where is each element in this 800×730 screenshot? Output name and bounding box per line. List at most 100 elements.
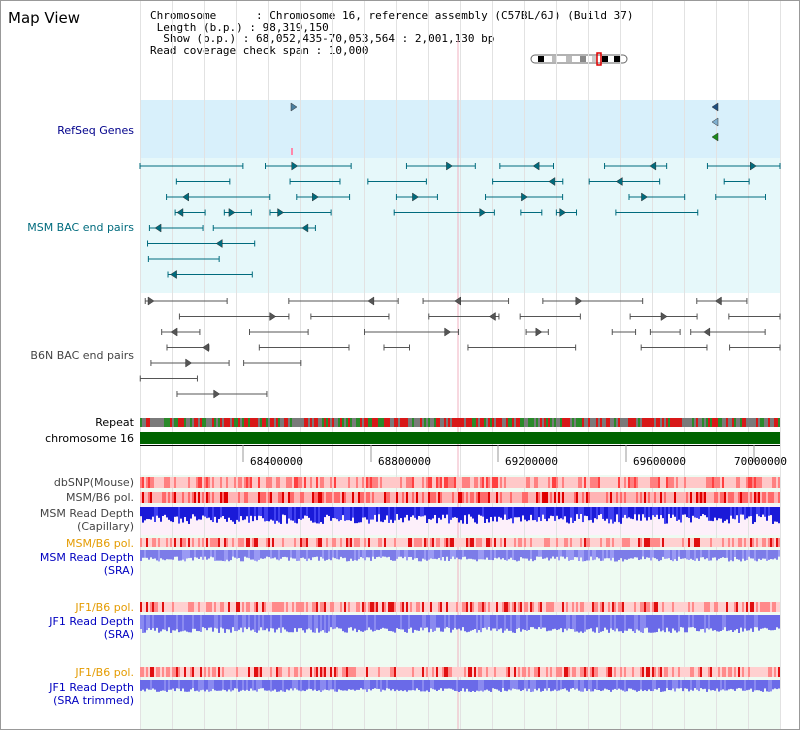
depth-bar [234, 680, 236, 689]
repeat-bar [184, 418, 186, 427]
heat-cell [580, 602, 582, 612]
depth-bar [324, 680, 326, 690]
gene-marker [711, 102, 719, 112]
heat-cell [308, 667, 310, 677]
heat-cell [320, 602, 322, 612]
track-label-msm-bac[interactable]: MSM BAC end pairs [27, 221, 134, 234]
repeat-bar [618, 418, 620, 427]
depth-bar [430, 680, 432, 689]
depth-bar [264, 550, 266, 559]
depth-bar [344, 615, 346, 633]
repeat-bar [220, 418, 222, 427]
heat-cell [372, 492, 374, 503]
repeat-bar [308, 418, 310, 427]
depth-bar [404, 680, 406, 691]
track-label-refseq[interactable]: RefSeq Genes [57, 124, 134, 137]
depth-bar [688, 507, 690, 518]
heat-cell [634, 492, 636, 503]
depth-bar [448, 680, 450, 689]
depth-bar [238, 507, 240, 522]
msm-read-depth-capillary [140, 507, 780, 524]
depth-bar [598, 615, 600, 633]
repeat-bar [692, 418, 694, 427]
depth-bar [298, 507, 300, 519]
depth-bar [338, 615, 340, 629]
heat-cell [542, 477, 544, 488]
depth-bar [714, 507, 716, 518]
heat-cell [440, 477, 442, 488]
depth-bar [416, 615, 418, 631]
depth-bar [490, 507, 492, 517]
heat-cell [322, 602, 324, 612]
repeat-bar [270, 418, 272, 427]
heat-cell [190, 538, 192, 547]
heat-cell [346, 538, 348, 547]
depth-bar [492, 550, 494, 561]
heat-cell [496, 492, 498, 503]
heat-cell [370, 602, 372, 612]
depth-bar [282, 680, 284, 692]
track-label-jf1-depth-trim-sub: (SRA trimmed) [53, 694, 134, 707]
track-label-b6n-bac[interactable]: B6N BAC end pairs [30, 349, 134, 362]
heat-cell [760, 667, 762, 677]
refseq-gene-glyphs[interactable] [290, 102, 719, 155]
heat-cell [322, 477, 324, 488]
heat-cell [620, 602, 622, 612]
heat-cell [400, 477, 402, 488]
heat-cell [682, 477, 684, 488]
heat-cell [700, 492, 702, 503]
heat-cell [324, 538, 326, 547]
heat-cell [430, 477, 432, 488]
depth-bar [164, 550, 166, 561]
msm-bac-pairs[interactable] [139, 161, 781, 279]
depth-bar [172, 615, 174, 631]
heat-cell [436, 602, 438, 612]
repeat-bar [158, 418, 160, 427]
heat-cell [258, 538, 260, 547]
repeat-bar [200, 418, 202, 427]
depth-bar [422, 680, 424, 692]
depth-bar [260, 507, 262, 517]
depth-bar [334, 550, 336, 559]
heat-cell [200, 602, 202, 612]
heat-cell [554, 492, 556, 503]
heat-cell [602, 477, 604, 488]
depth-bar [670, 680, 672, 691]
repeat-bar [424, 418, 426, 427]
heat-cell [530, 492, 532, 503]
depth-bar [382, 507, 384, 523]
heat-cell [646, 477, 648, 488]
heat-cell [204, 538, 206, 547]
depth-bar [306, 680, 308, 690]
depth-bar [454, 615, 456, 628]
chromosome-ideogram[interactable] [530, 52, 630, 66]
depth-bar [290, 615, 292, 633]
heat-cell [602, 602, 604, 612]
heat-cell [504, 602, 506, 612]
track-label-msm-b6-pol: MSM/B6 pol. [66, 491, 134, 504]
depth-bar [632, 680, 634, 690]
depth-bar [576, 550, 578, 558]
gene-tick [291, 148, 293, 155]
depth-bar [442, 615, 444, 632]
heat-cell [546, 602, 548, 612]
depth-bar [390, 680, 392, 691]
heat-cell [348, 492, 350, 503]
depth-bar [376, 615, 378, 630]
heat-cell [350, 492, 352, 503]
jf1-read-depth-sra-trimmed [140, 680, 780, 692]
heat-cell [356, 602, 358, 612]
heat-cell [468, 477, 470, 488]
depth-bar [578, 550, 580, 562]
depth-bar [542, 615, 544, 628]
heat-cell [590, 492, 592, 503]
heat-cell [610, 492, 612, 503]
heat-cell [474, 602, 476, 612]
repeat-bar [244, 418, 246, 427]
depth-bar [282, 550, 284, 558]
heat-cell [144, 667, 146, 677]
depth-bar [668, 550, 670, 559]
depth-bar [206, 507, 208, 519]
b6n-bac-pairs[interactable] [139, 296, 781, 399]
